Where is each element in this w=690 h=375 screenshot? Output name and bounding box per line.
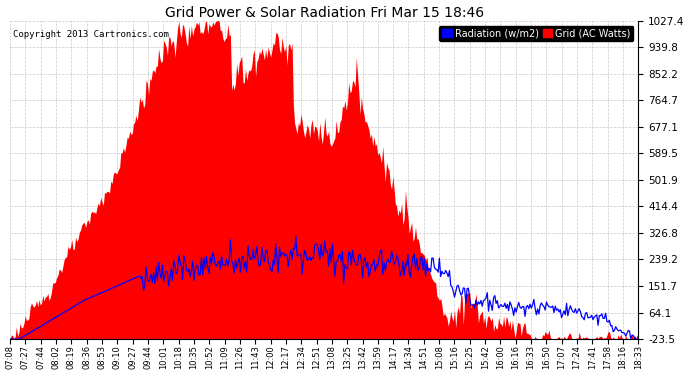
Legend: Radiation (w/m2), Grid (AC Watts): Radiation (w/m2), Grid (AC Watts) [439,26,633,41]
Title: Grid Power & Solar Radiation Fri Mar 15 18:46: Grid Power & Solar Radiation Fri Mar 15 … [165,6,484,20]
Text: Copyright 2013 Cartronics.com: Copyright 2013 Cartronics.com [13,30,169,39]
